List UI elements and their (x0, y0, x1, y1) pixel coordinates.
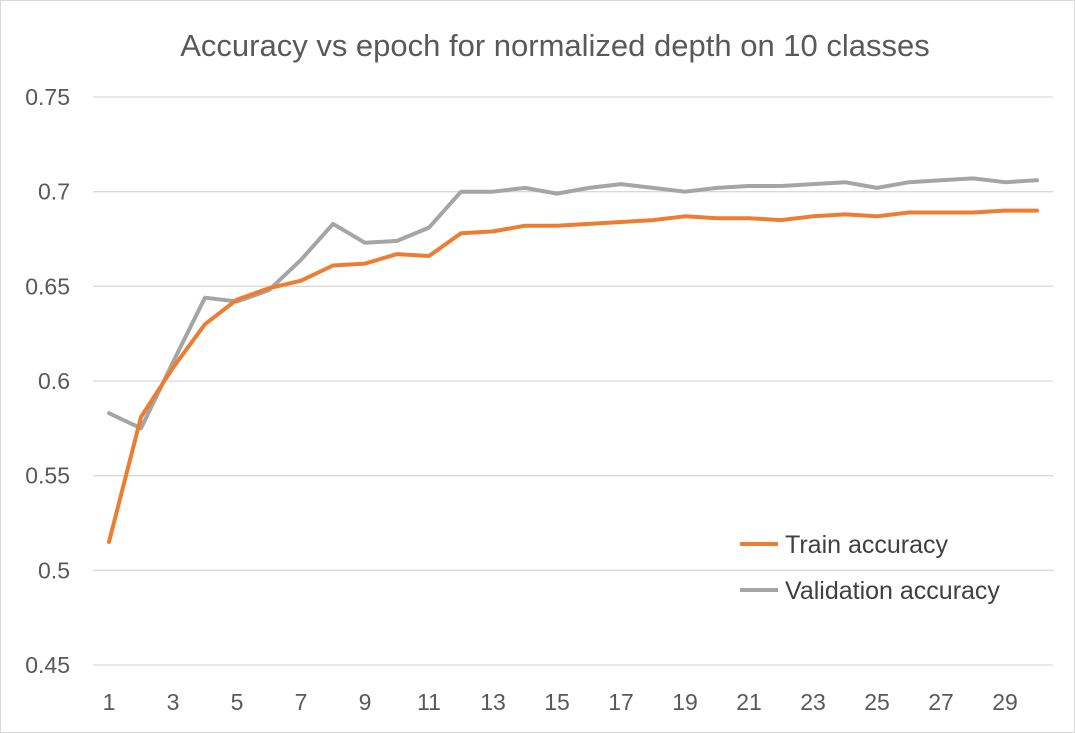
x-tick-label: 15 (544, 689, 570, 715)
x-tick-label: 13 (480, 689, 506, 715)
x-tick-label: 23 (800, 689, 826, 715)
y-tick-label: 0.5 (38, 557, 70, 583)
series-lines (107, 176, 1039, 544)
x-tick-label: 29 (992, 689, 1018, 715)
x-tick-label: 27 (928, 689, 954, 715)
x-tick-label: 19 (672, 689, 698, 715)
x-tick-label: 1 (103, 689, 116, 715)
x-tick-label: 3 (167, 689, 180, 715)
x-tick-label: 5 (231, 689, 244, 715)
y-tick-label: 0.45 (25, 652, 70, 678)
y-tick-label: 0.65 (25, 273, 70, 299)
y-tick-label: 0.55 (25, 463, 70, 489)
y-tick-label: 0.75 (25, 84, 70, 110)
legend-label: Validation accuracy (785, 577, 1000, 605)
chart-title: Accuracy vs epoch for normalized depth o… (180, 28, 930, 63)
legend: Train accuracy Validation accuracy (740, 531, 1000, 605)
series-line-validation-accuracy (107, 176, 1039, 431)
series-line-train-accuracy (107, 208, 1039, 544)
x-tick-label: 11 (417, 689, 441, 715)
x-tick-label: 9 (359, 689, 372, 715)
x-axis-tick-labels: 1 3 5 7 9 11 13 15 17 19 21 23 25 27 29 (103, 689, 1018, 715)
y-tick-label: 0.7 (38, 179, 70, 205)
y-tick-label: 0.6 (38, 368, 70, 394)
y-axis-tick-labels: 0.45 0.5 0.55 0.6 0.65 0.7 0.75 (25, 84, 70, 678)
x-tick-label: 17 (608, 689, 634, 715)
x-tick-label: 21 (736, 689, 762, 715)
x-tick-label: 25 (864, 689, 890, 715)
legend-label: Train accuracy (785, 531, 949, 559)
x-tick-label: 7 (295, 689, 308, 715)
